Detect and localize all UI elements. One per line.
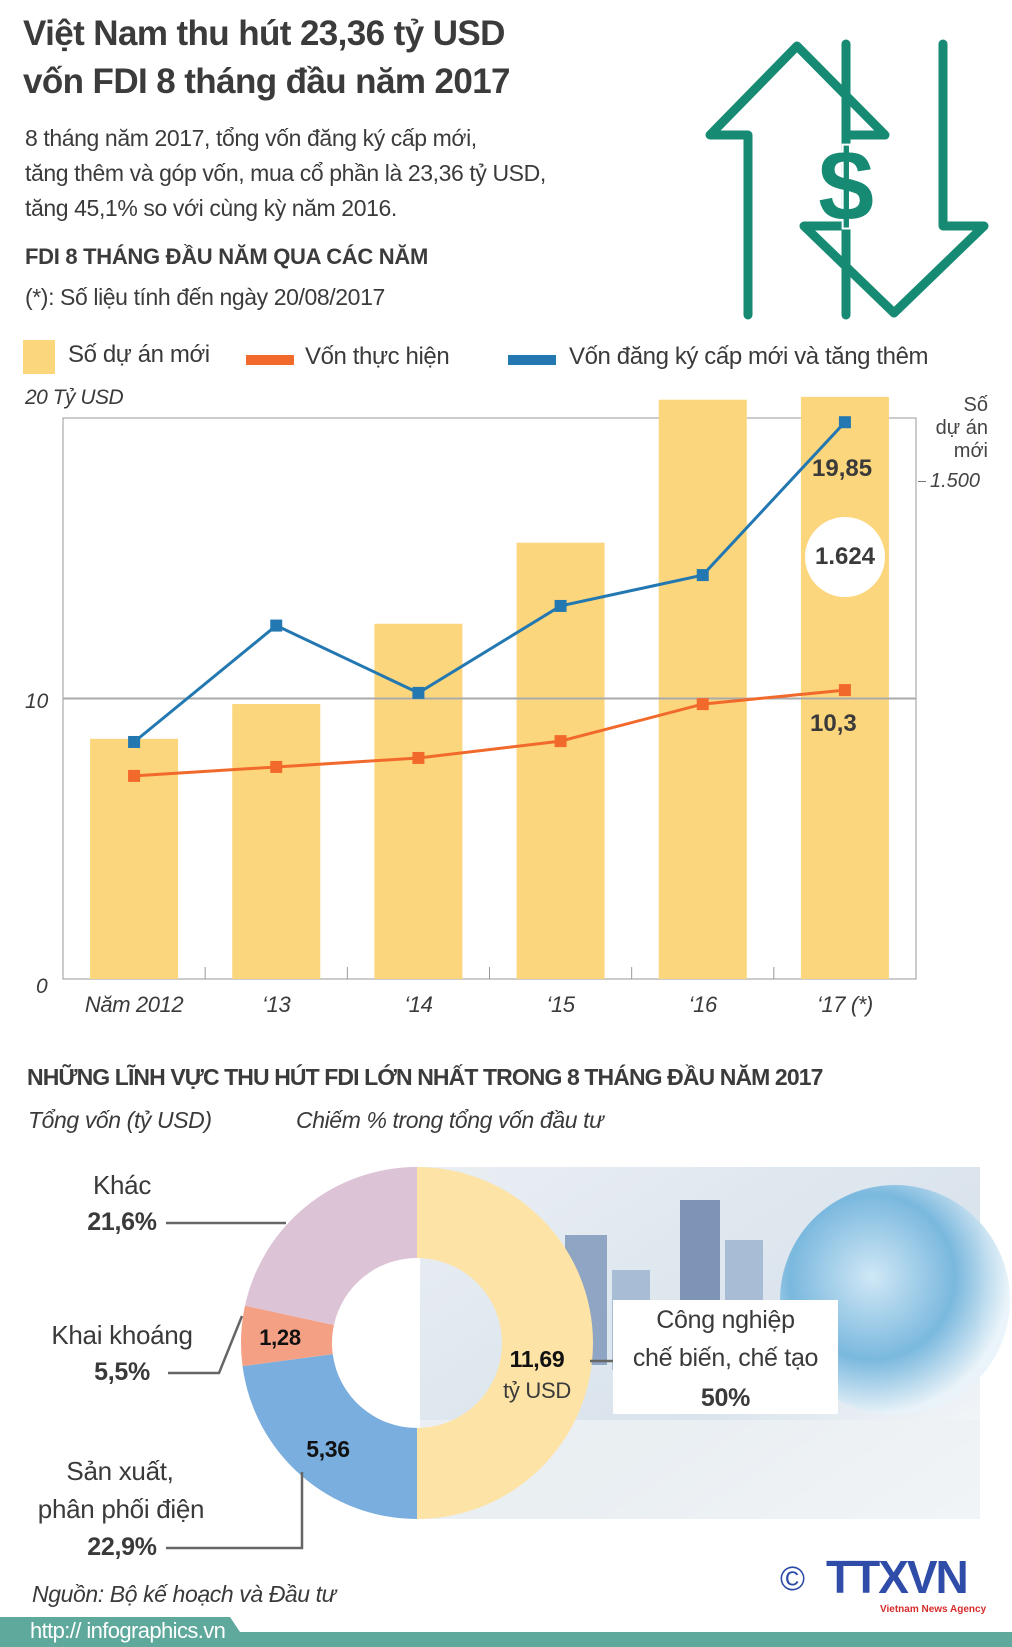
x-tick-label: ‘16 — [688, 992, 718, 1017]
x-tick-label: ‘13 — [262, 992, 291, 1017]
data-label-circle — [805, 517, 885, 597]
line-disbursed — [133, 688, 846, 778]
data-label-registered-2017: 19,85 — [812, 455, 873, 482]
label-other-percent: 21,6% — [87, 1208, 157, 1236]
x-tick-label: Năm 2012 — [84, 992, 184, 1017]
page-title-line-1: Việt Nam thu hút 23,36 tỷ USD — [23, 14, 505, 53]
copyright-icon: © — [780, 1560, 806, 1598]
y2-label-line: Số — [963, 394, 988, 416]
logo-subtext: Vietnam News Agency — [880, 1604, 987, 1615]
value-manufacturing-unit: tỷ USD — [503, 1378, 571, 1403]
fdi-combo-chart — [62, 396, 917, 980]
point-disbursed — [838, 684, 851, 697]
data-label-disbursed-2017: 10,3 — [810, 710, 857, 737]
label-mining-percent: 5,5% — [94, 1358, 150, 1386]
chart-note: (*): Số liệu tính đến ngày 20/08/2017 — [25, 284, 385, 310]
summary-line-2: tăng thêm và góp vốn, mua cổ phần là 23,… — [25, 160, 546, 186]
value-manufacturing: 11,69 — [509, 1346, 565, 1372]
leader-line-electricity — [166, 1472, 304, 1550]
point-disbursed — [412, 751, 425, 764]
chart-title: FDI 8 THÁNG ĐẦU NĂM QUA CÁC NĂM — [25, 244, 428, 269]
point-registered — [554, 599, 567, 612]
value-electricity: 5,36 — [306, 1436, 350, 1462]
point-disbursed — [554, 735, 567, 748]
dollar-sign-icon: $ — [818, 130, 874, 242]
label-manufacturing-line-1: Công nghiệp — [656, 1306, 795, 1334]
y2-label-line: dự án — [935, 417, 988, 439]
label-electricity-percent: 22,9% — [87, 1533, 157, 1561]
x-tick-label: ‘15 — [546, 992, 575, 1017]
legend-swatch-bar — [23, 340, 55, 374]
value-mining: 1,28 — [259, 1325, 301, 1350]
legend-label-projects: Số dự án mới — [68, 341, 210, 368]
source-text: Nguồn: Bộ kế hoạch và Đầu tư — [32, 1581, 336, 1607]
slice-other — [245, 1167, 417, 1325]
point-disbursed — [270, 760, 283, 773]
up-arrow-icon — [705, 41, 890, 320]
summary-line-1: 8 tháng năm 2017, tổng vốn đăng ký cấp m… — [25, 125, 477, 151]
label-electricity-line-1: Sản xuất, — [66, 1456, 174, 1486]
footer-url-link[interactable]: http:// infographics.vn — [30, 1618, 226, 1643]
sectors-title: NHỮNG LĨNH VỰC THU HÚT FDI LỚN NHẤT TRON… — [27, 1064, 823, 1090]
label-mining: Khai khoáng — [51, 1320, 193, 1350]
bar-projects — [658, 399, 747, 979]
label-manufacturing-line-2: chế biến, chế tạo — [632, 1344, 819, 1372]
point-registered — [270, 619, 283, 632]
legend-swatch-blue — [508, 355, 556, 365]
point-registered — [412, 686, 425, 699]
y2-label-line: mới — [953, 440, 988, 462]
footer-strip — [0, 1632, 1012, 1647]
label-electricity-line-2: phân phối điện — [37, 1494, 205, 1524]
point-registered — [128, 735, 141, 748]
line-registered — [133, 421, 847, 744]
bar-projects — [374, 623, 463, 979]
ttxvn-logo: TTXVN — [826, 1551, 969, 1603]
data-label-projects-2017: 1.624 — [814, 543, 876, 570]
point-disbursed — [128, 769, 141, 782]
slice-electricity — [242, 1354, 417, 1519]
summary-line-3: tăng 45,1% so với cùng kỳ năm 2016. — [25, 195, 397, 221]
point-registered — [838, 416, 851, 429]
footer-url-bar — [0, 1617, 250, 1647]
y2-tick-label: 1.500 — [930, 470, 981, 492]
y2-tick-1500: 1.500 — [918, 470, 980, 493]
x-tick-label: ‘14 — [404, 992, 433, 1017]
y-axis-label: 20 Tỷ USD — [25, 386, 124, 409]
dollar-up-down-arrows-icon: $ — [705, 39, 989, 320]
label-other: Khác — [92, 1170, 152, 1200]
bar-projects — [232, 704, 321, 979]
leader-line-mining — [168, 1315, 244, 1375]
page-title-line-2: vốn FDI 8 tháng đầu năm 2017 — [23, 62, 511, 101]
label-manufacturing-percent: 50% — [700, 1384, 751, 1412]
slice-manufacturing — [417, 1167, 593, 1519]
legend-swatch-orange — [246, 355, 294, 365]
logo-text: TTXVN — [826, 1551, 969, 1603]
y-tick-10: 10 — [25, 690, 49, 713]
point-disbursed — [696, 698, 709, 711]
legend-label-disbursed: Vốn thực hiện — [305, 343, 450, 370]
sectors-subtitle-left: Tổng vốn (tỷ USD) — [28, 1107, 212, 1133]
bar-projects — [516, 542, 605, 979]
sectors-subtitle-right: Chiếm % trong tổng vốn đầu tư — [296, 1107, 604, 1133]
label-box-manufacturing — [613, 1300, 838, 1414]
point-registered — [696, 569, 709, 582]
legend-label-registered: Vốn đăng ký cấp mới và tăng thêm — [569, 343, 929, 370]
y2-axis-label: Số dự án mới — [936, 394, 988, 463]
y-tick-0: 0 — [36, 975, 48, 998]
x-tick-label: ‘17 (*) — [816, 992, 873, 1017]
slice-mining — [241, 1305, 334, 1367]
